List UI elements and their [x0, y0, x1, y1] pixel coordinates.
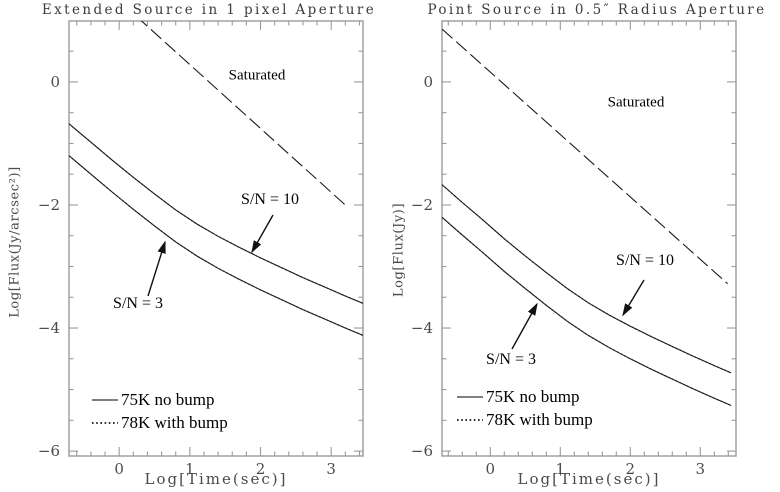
x-tick-label: 3	[326, 460, 336, 478]
saturation-limit-curve	[442, 28, 728, 285]
panel-title-extended-source: Extended Source in 1 pixel Aperture	[41, 2, 377, 18]
sn10-75k-no-bump-curve	[69, 123, 363, 304]
sn3-arrow	[511, 302, 538, 350]
legend-75k-label-right: 75K no bump	[486, 387, 580, 406]
axes-frame	[68, 20, 364, 457]
x-tick-label: 2	[256, 460, 266, 478]
sn3-75k-no-bump-curve	[442, 216, 732, 407]
sn3-75k-no-bump-curve	[69, 155, 363, 336]
curves-group	[69, 21, 363, 336]
y-tick-label: −6	[411, 442, 433, 460]
x-axis-label-left: Log[Time(sec)]	[144, 470, 288, 488]
y-axis-label-left: Log[Flux(Jy/arcsec²)]	[7, 166, 23, 318]
saturation-limit-curve	[140, 21, 346, 206]
sn3-arrow	[147, 240, 166, 297]
sn10-label-left: S/N = 10	[241, 191, 299, 208]
x-tick-label: 2	[626, 460, 636, 478]
x-tick-label: 3	[696, 460, 706, 478]
saturated-label-left: Saturated	[228, 67, 286, 84]
sn10-75k-no-bump-curve	[442, 184, 732, 374]
sn10-arrow	[622, 279, 645, 317]
sn3-78k-with-bump-curve	[442, 216, 732, 407]
saturated-label-right: Saturated	[607, 94, 665, 111]
x-tick-label: 0	[114, 460, 124, 478]
sn10-78k-with-bump-curve	[442, 184, 732, 374]
x-tick-label: 1	[556, 460, 566, 478]
y-tick-label: −4	[38, 319, 60, 337]
sn3-label-left: S/N = 3	[113, 295, 163, 312]
y-tick-label: 0	[50, 73, 60, 91]
legend-75k-label-left: 75K no bump	[121, 390, 215, 409]
y-tick-label: −4	[411, 319, 433, 337]
y-tick-label: −2	[411, 196, 433, 214]
y-tick-label: −6	[38, 442, 60, 460]
sn10-arrow	[251, 214, 274, 254]
y-axis-label-right: Log[Flux(Jy)]	[391, 202, 407, 298]
y-tick-label: 0	[423, 73, 433, 91]
x-axis-label-right: Log[Time(sec)]	[517, 470, 661, 488]
legend-78k-label-right: 78K with bump	[486, 410, 593, 429]
x-tick-label: 1	[185, 460, 195, 478]
axes-frame	[441, 20, 737, 457]
x-tick-label: 0	[486, 460, 496, 478]
sn10-78k-with-bump-curve	[69, 123, 363, 304]
curves-group	[442, 28, 732, 407]
sn10-label-right: S/N = 10	[616, 252, 674, 269]
legend-78k-label-left: 78K with bump	[121, 413, 228, 432]
y-tick-label: −2	[38, 196, 60, 214]
panel-title-point-source: Point Source in 0.5″ Radius Aperture	[427, 2, 767, 18]
sn3-label-right: S/N = 3	[486, 351, 536, 368]
